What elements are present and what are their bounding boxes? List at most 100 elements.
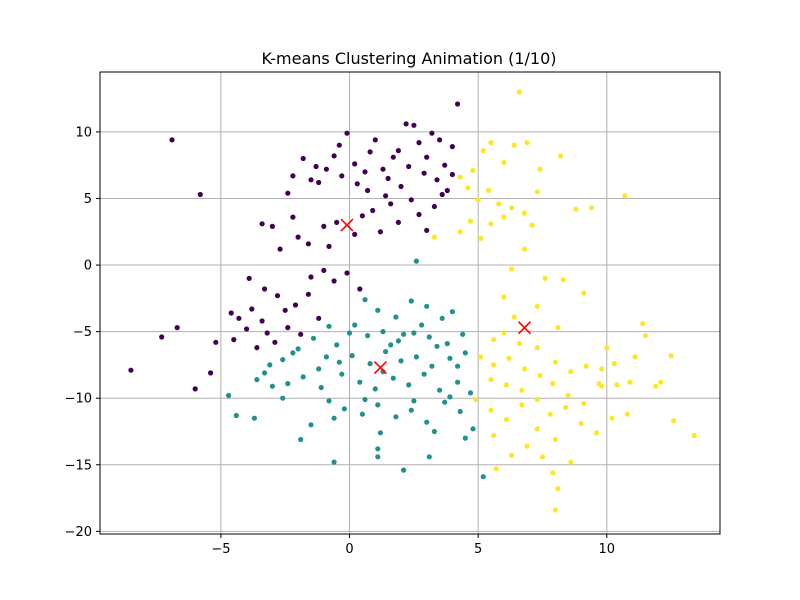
scatter-point-cluster-3 (653, 383, 659, 389)
scatter-point-cluster-2 (300, 374, 306, 380)
scatter-point-cluster-1 (439, 191, 445, 198)
scatter-point-cluster-1 (331, 278, 337, 284)
scatter-point-cluster-1 (437, 137, 443, 143)
scatter-point-cluster-3 (658, 379, 664, 385)
scatter-point-cluster-3 (485, 187, 492, 194)
scatter-point-cluster-3 (478, 354, 484, 360)
scatter-point-cluster-2 (359, 411, 365, 417)
scatter-point-cluster-3 (691, 432, 697, 439)
scatter-point-cluster-2 (467, 390, 474, 396)
scatter-point-cluster-1 (424, 154, 430, 160)
scatter-point-cluster-3 (568, 369, 574, 375)
scatter-point-cluster-3 (552, 359, 559, 365)
y-tick-label: −15 (65, 458, 92, 473)
scatter-point-cluster-3 (599, 366, 605, 372)
scatter-point-cluster-2 (375, 402, 381, 408)
scatter-point-cluster-3 (491, 337, 497, 343)
scatter-point-cluster-1 (305, 241, 311, 247)
scatter-point-cluster-1 (449, 144, 455, 150)
scatter-point-cluster-2 (424, 419, 430, 425)
scatter-point-cluster-2 (437, 387, 443, 393)
scatter-point-cluster-3 (581, 400, 587, 407)
scatter-point-cluster-1 (282, 307, 288, 313)
scatter-point-cluster-2 (398, 358, 404, 364)
scatter-point-cluster-3 (457, 174, 463, 180)
x-tick-label: 0 (345, 542, 353, 557)
scatter-point-cluster-2 (429, 363, 435, 369)
scatter-point-cluster-3 (524, 140, 530, 146)
scatter-point-cluster-3 (537, 373, 543, 379)
scatter-point-cluster-2 (395, 338, 401, 344)
scatter-point-cluster-3 (503, 382, 510, 388)
scatter-point-cluster-1 (264, 330, 270, 336)
scatter-point-cluster-1 (395, 148, 401, 154)
y-tick-label: −20 (65, 525, 92, 540)
scatter-point-cluster-2 (331, 459, 337, 465)
scatter-point-cluster-3 (478, 235, 484, 241)
scatter-point-cluster-3 (491, 432, 497, 439)
scatter-point-cluster-3 (609, 415, 615, 421)
scatter-point-cluster-2 (308, 422, 314, 428)
scatter-point-cluster-2 (421, 371, 427, 377)
data-points (128, 89, 697, 513)
scatter-point-cluster-2 (383, 349, 389, 355)
scatter-point-cluster-2 (413, 258, 419, 264)
scatter-point-cluster-2 (447, 355, 453, 361)
scatter-point-cluster-2 (390, 375, 396, 381)
scatter-point-cluster-3 (529, 222, 535, 228)
scatter-point-cluster-1 (406, 163, 412, 170)
scatter-point-cluster-3 (642, 333, 649, 339)
scatter-point-cluster-1 (326, 243, 332, 249)
scatter-point-cluster-2 (357, 379, 363, 385)
scatter-point-cluster-3 (431, 234, 437, 240)
scatter-point-cluster-1 (285, 190, 291, 196)
scatter-point-cluster-3 (488, 140, 494, 146)
scatter-point-cluster-3 (521, 246, 528, 252)
scatter-point-cluster-3 (503, 416, 510, 423)
scatter-point-cluster-1 (334, 219, 340, 225)
scatter-point-cluster-2 (334, 342, 340, 348)
scatter-point-cluster-2 (372, 386, 378, 392)
scatter-point-cluster-3 (583, 363, 589, 369)
scatter-point-cluster-3 (547, 411, 553, 417)
scatter-point-cluster-2 (401, 331, 407, 337)
scatter-point-cluster-3 (521, 210, 528, 216)
scatter-point-cluster-1 (383, 193, 389, 199)
scatter-point-cluster-2 (480, 474, 486, 480)
scatter-point-cluster-2 (331, 415, 337, 421)
scatter-point-cluster-3 (465, 185, 471, 191)
scatter-point-cluster-2 (323, 354, 329, 360)
scatter-point-cluster-3 (501, 330, 507, 336)
scatter-point-cluster-3 (501, 159, 507, 166)
scatter-point-cluster-3 (511, 142, 517, 148)
scatter-point-cluster-2 (339, 371, 345, 377)
scatter-point-cluster-1 (339, 173, 345, 179)
scatter-point-cluster-1 (455, 101, 461, 107)
y-tick-label: 5 (84, 192, 92, 207)
scatter-point-cluster-3 (493, 466, 499, 472)
scatter-point-cluster-3 (557, 153, 564, 159)
scatter-point-cluster-2 (226, 392, 232, 399)
scatter-point-cluster-1 (354, 181, 360, 187)
scatter-point-cluster-1 (370, 207, 376, 214)
scatter-point-cluster-1 (254, 345, 260, 351)
scatter-point-cluster-3 (640, 321, 646, 327)
scatter-point-cluster-3 (668, 353, 674, 359)
scatter-point-cluster-2 (326, 323, 332, 329)
scatter-point-cluster-1 (308, 274, 314, 280)
scatter-point-cluster-1 (388, 201, 394, 207)
scatter-point-cluster-3 (568, 459, 574, 465)
scatter-point-cluster-1 (159, 334, 165, 340)
scatter-point-cluster-1 (372, 137, 378, 143)
scatter-point-cluster-1 (398, 183, 404, 190)
scatter-point-cluster-1 (308, 177, 314, 183)
scatter-point-cluster-3 (516, 341, 522, 347)
scatter-point-cluster-1 (323, 166, 329, 172)
scatter-point-cluster-1 (449, 171, 455, 178)
scatter-point-cluster-3 (516, 89, 522, 95)
scatter-point-cluster-3 (470, 167, 476, 174)
scatter-point-cluster-1 (213, 339, 219, 345)
scatter-point-cluster-2 (280, 395, 286, 401)
grid (100, 72, 720, 534)
